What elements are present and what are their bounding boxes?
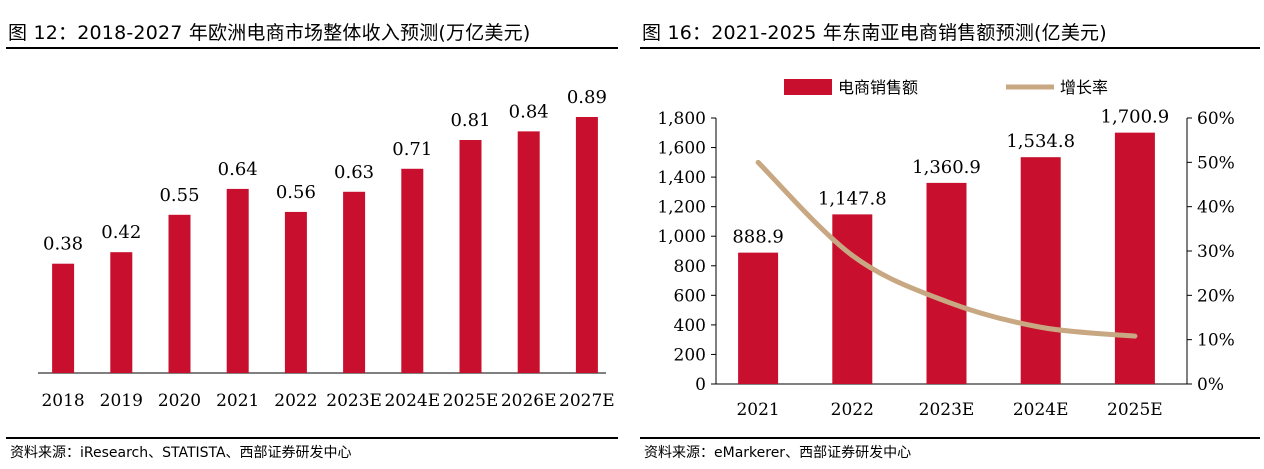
bar <box>1020 157 1061 384</box>
bar <box>110 252 133 373</box>
growth-rate-line <box>755 159 1138 339</box>
right-y-tick-label: 20% <box>1197 286 1235 306</box>
bar <box>517 131 540 373</box>
x-tick-label: 2026E <box>501 391 557 411</box>
bar-value-label: 0.55 <box>159 185 199 206</box>
bar <box>226 188 249 373</box>
right-y-tick-label: 0% <box>1197 375 1224 395</box>
x-tick-label: 2022 <box>274 391 317 411</box>
right-y-tick-label: 60% <box>1197 109 1235 129</box>
legend-label-sales: 电商销售额 <box>838 78 918 97</box>
legend-label-growth: 增长率 <box>1060 78 1108 97</box>
left-y-tick-label: 0 <box>695 375 706 395</box>
figure-title: 图 12：2018-2027 年欧洲电商市场整体收入预测(万亿美元) <box>8 22 531 44</box>
bar <box>401 168 424 373</box>
bar-value-label: 1,534.8 <box>1006 131 1075 152</box>
x-tick-label: 2018 <box>41 391 84 411</box>
right-y-tick-label: 40% <box>1197 198 1235 218</box>
left-y-tick-label: 1,400 <box>657 168 706 188</box>
x-tick-label: 2021 <box>216 391 259 411</box>
bar <box>284 211 307 373</box>
bar-value-label: 0.63 <box>334 162 374 183</box>
source-rule <box>640 437 1260 439</box>
bar-value-label: 0.81 <box>450 110 490 131</box>
bar-value-label: 0.42 <box>101 222 141 243</box>
sea-sales-chart: 0 200 400 600 800 1,000 1,200 1,400 1,600 1,800 0%… <box>657 78 1235 420</box>
source-note: 资料来源：iResearch、STATISTA、西部证券研发中心 <box>10 445 352 461</box>
x-tick-label: 2020 <box>158 391 201 411</box>
right-y-tick-label: 30% <box>1197 242 1235 262</box>
left-y-tick-label: 800 <box>674 257 706 277</box>
europe-revenue-chart: 0.38 2018 0.42 2019 0.55 2020 0.64 2021 0.56 2022… <box>38 87 615 411</box>
bar <box>168 214 191 373</box>
x-tick-label: 2023E <box>326 391 382 411</box>
x-tick-label: 2023E <box>919 400 975 420</box>
bar <box>52 263 75 373</box>
bar-value-label: 0.56 <box>276 182 316 203</box>
x-tick-label: 2027E <box>559 391 615 411</box>
source-note: 资料来源：eMarkerer、西部证券研发中心 <box>644 445 912 461</box>
x-tick-label: 2022 <box>831 400 874 420</box>
bar <box>343 191 366 373</box>
title-rule <box>640 47 1260 49</box>
x-tick-label: 2024E <box>384 391 440 411</box>
bar-value-label: 0.38 <box>43 234 83 255</box>
bar <box>459 140 482 373</box>
left-y-tick-label: 600 <box>674 286 706 306</box>
x-tick-label: 2025E <box>1107 400 1163 420</box>
left-y-tick-label: 1,800 <box>657 109 706 129</box>
left-y-tick-label: 1,000 <box>657 227 706 247</box>
legend-swatch-sales <box>784 79 832 95</box>
bar <box>1114 132 1155 384</box>
left-y-tick-label: 200 <box>674 345 706 365</box>
bar <box>926 182 967 384</box>
bar-value-label: 0.89 <box>567 87 607 108</box>
left-y-tick-label: 1,600 <box>657 139 706 159</box>
x-tick-label: 2024E <box>1013 400 1069 420</box>
bar-value-label: 0.64 <box>218 159 258 180</box>
x-tick-label: 2025E <box>443 391 499 411</box>
figure-title: 图 16：2021-2025 年东南亚电商销售额预测(亿美元) <box>642 22 1107 44</box>
right-y-tick-label: 50% <box>1197 153 1235 173</box>
left-y-tick-label: 1,200 <box>657 198 706 218</box>
bar-value-label: 1,700.9 <box>1101 107 1170 128</box>
bar-value-label: 0.84 <box>509 101 549 122</box>
x-tick-label: 2019 <box>100 391 143 411</box>
left-y-tick-label: 400 <box>674 316 706 336</box>
chart-panel-europe: 图 12：2018-2027 年欧洲电商市场整体收入预测(万亿美元) 0.38 2… <box>0 0 622 469</box>
bar-value-label: 888.9 <box>732 227 784 248</box>
source-rule <box>6 437 618 439</box>
bar-value-label: 1,147.8 <box>818 188 887 209</box>
bar <box>832 214 873 384</box>
chart-panel-sea: 图 16：2021-2025 年东南亚电商销售额预测(亿美元) 0 200 400 6… <box>634 0 1264 469</box>
right-y-tick-label: 10% <box>1197 331 1235 351</box>
bar-value-label: 0.71 <box>392 139 432 160</box>
bar <box>575 117 598 373</box>
bar-value-label: 1,360.9 <box>912 157 981 178</box>
bar <box>738 252 779 384</box>
x-tick-label: 2021 <box>736 400 779 420</box>
title-rule <box>6 47 618 49</box>
